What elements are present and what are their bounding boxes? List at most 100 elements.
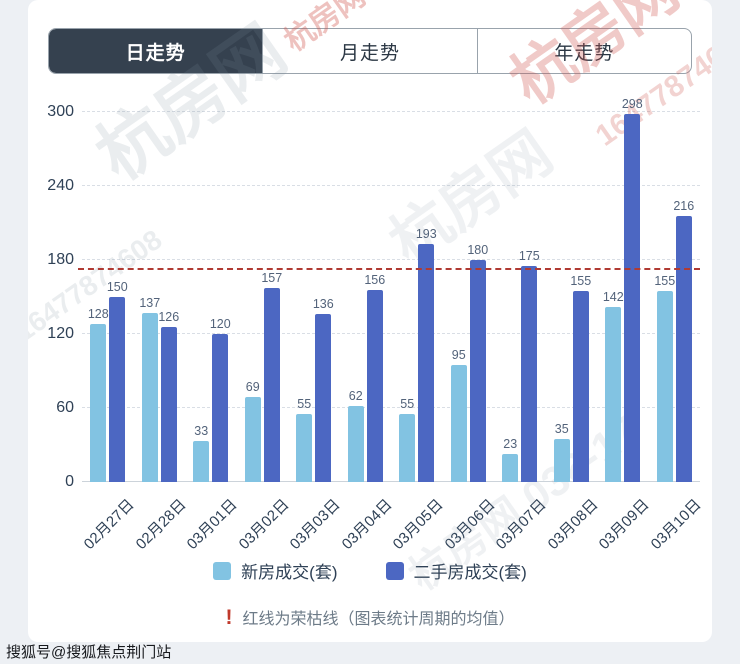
x-axis-label-slot: 03月10日: [648, 486, 705, 562]
bar-new-homes[interactable]: 55: [296, 397, 313, 482]
bar-group: 35 155: [546, 274, 598, 482]
benchmark-note: ! 红线为荣枯线（图表统计周期的均值）: [28, 605, 712, 629]
bar-new-homes[interactable]: 142: [603, 290, 624, 482]
bar-chart: 128 150 137 126 33 120 69 157 55 136 62 156 55 193 95 1…: [28, 97, 712, 562]
x-axis-label: 02月28日: [132, 496, 190, 553]
bar-value-label: 216: [673, 198, 695, 213]
bar-new-homes[interactable]: 35: [553, 422, 570, 482]
x-axis-label: 03月05日: [390, 496, 447, 553]
tab-daily-trend[interactable]: 日走势: [49, 29, 263, 73]
bar-group: 142 298: [597, 97, 649, 482]
bar-secondhand-homes[interactable]: 180: [467, 243, 488, 482]
bar-value-label: 155: [654, 273, 676, 288]
x-axis-labels: 02月27日 02月28日 03月01日 03月02日 03月03日 03月04日 03月0…: [81, 486, 705, 562]
bar-value-label: 128: [87, 307, 109, 322]
legend-swatch-new-homes-icon: [213, 561, 232, 580]
bar-value-label: 55: [400, 397, 415, 412]
x-axis-label: 03月01日: [184, 496, 241, 553]
x-axis-label-slot: 03月07日: [493, 486, 550, 562]
x-axis-label: 03月02日: [235, 496, 293, 553]
bar-group: 137 126: [134, 296, 186, 482]
bar-group: 128 150: [82, 280, 134, 482]
benchmark-note-text: 红线为荣枯线（图表统计周期的均值）: [242, 611, 515, 628]
bar-secondhand-homes[interactable]: 193: [416, 227, 437, 482]
bar-new-homes[interactable]: 128: [88, 307, 109, 482]
x-axis-label-slot: 02月28日: [133, 486, 190, 562]
bar-value-label: 142: [602, 289, 624, 304]
bar-secondhand-homes[interactable]: 298: [622, 97, 643, 482]
bar-value-label: 157: [261, 271, 283, 286]
bar-value-label: 69: [245, 379, 260, 394]
bar-secondhand-homes[interactable]: 150: [107, 280, 128, 482]
bar-group: 23 175: [494, 249, 546, 482]
x-axis-label: 03月09日: [596, 496, 653, 553]
bars-container: 128 150 137 126 33 120 69 157 55 136 62 156 55 193 95 1…: [82, 97, 701, 482]
x-axis-label: 02月27日: [81, 496, 138, 553]
bar-value-label: 126: [158, 309, 180, 324]
y-axis-tick: 300: [47, 103, 74, 120]
bar-new-homes[interactable]: 23: [502, 437, 519, 482]
x-axis-label: 03月06日: [441, 496, 499, 553]
exclamation-icon: !: [225, 605, 233, 629]
benchmark-line: [78, 267, 700, 270]
bar-value-label: 95: [451, 347, 466, 362]
bar-value-label: 136: [312, 297, 334, 312]
x-axis-label: 03月04日: [338, 496, 396, 553]
bar-group: 55 136: [288, 297, 340, 482]
bar-value-label: 180: [467, 243, 489, 257]
bar-value-label: 137: [139, 296, 161, 311]
bar-new-homes[interactable]: 62: [347, 389, 364, 482]
x-axis-label-slot: 03月05日: [390, 486, 447, 562]
bar-secondhand-homes[interactable]: 136: [313, 297, 334, 482]
bar-secondhand-homes[interactable]: 157: [261, 271, 282, 482]
bar-value-label: 155: [570, 273, 592, 288]
x-axis-label-slot: 03月04日: [339, 486, 396, 562]
bar-value-label: 156: [364, 272, 386, 287]
trend-tab-bar: 日走势 月走势 年走势: [48, 28, 692, 74]
bar-new-homes[interactable]: 69: [244, 380, 261, 482]
x-axis-label: 03月08日: [544, 496, 602, 553]
bar-secondhand-homes[interactable]: 156: [364, 273, 385, 482]
bar-group: 95 180: [443, 243, 495, 482]
y-axis-tick: 180: [47, 251, 74, 268]
x-axis-label: 03月10日: [647, 496, 705, 553]
legend-swatch-secondhand-homes-icon: [385, 561, 404, 580]
bar-new-homes[interactable]: 33: [193, 424, 210, 482]
bar-group: 69 157: [237, 271, 289, 482]
y-axis-tick: 60: [56, 399, 74, 416]
bar-value-label: 175: [518, 249, 540, 264]
bar-value-label: 33: [194, 424, 209, 439]
x-axis-label: 03月03日: [287, 496, 344, 553]
plot-area: 128 150 137 126 33 120 69 157 55 136 62 156 55 193 95 1…: [47, 97, 701, 490]
legend-item-secondhand-homes[interactable]: 二手房成交(套): [385, 558, 527, 583]
bar-secondhand-homes[interactable]: 175: [519, 249, 540, 482]
bar-value-label: 298: [621, 97, 643, 112]
bar-value-label: 23: [503, 436, 518, 451]
bar-secondhand-homes[interactable]: 120: [210, 317, 231, 482]
bar-new-homes[interactable]: 155: [654, 274, 675, 482]
y-axis-tick: 0: [65, 473, 74, 490]
x-axis-label-slot: 03月01日: [184, 486, 241, 562]
bar-value-label: 120: [209, 317, 231, 331]
x-axis-label-slot: 03月02日: [236, 486, 293, 562]
bar-new-homes[interactable]: 95: [450, 348, 467, 482]
bar-group: 155 216: [649, 199, 701, 482]
legend-label-new-homes: 新房成交(套): [241, 563, 338, 582]
gridline: [82, 481, 700, 482]
source-attribution: 搜狐号@搜狐焦点荆门站: [6, 644, 172, 661]
bar-group: 55 193: [391, 227, 443, 482]
bar-value-label: 62: [348, 388, 363, 403]
legend-item-new-homes[interactable]: 新房成交(套): [213, 558, 338, 583]
bar-secondhand-homes[interactable]: 126: [158, 310, 179, 482]
x-axis-label-slot: 02月27日: [81, 486, 138, 562]
tab-monthly-trend[interactable]: 月走势: [262, 29, 476, 73]
gridline: [82, 333, 700, 334]
tab-yearly-trend[interactable]: 年走势: [476, 29, 691, 73]
bar-secondhand-homes[interactable]: 155: [570, 274, 591, 482]
bar-new-homes[interactable]: 137: [139, 296, 160, 482]
y-axis-tick: 240: [47, 177, 74, 194]
gridline: [82, 185, 700, 186]
bar-secondhand-homes[interactable]: 216: [673, 199, 694, 482]
bar-new-homes[interactable]: 55: [399, 397, 416, 482]
x-axis-label: 03月07日: [493, 496, 550, 553]
